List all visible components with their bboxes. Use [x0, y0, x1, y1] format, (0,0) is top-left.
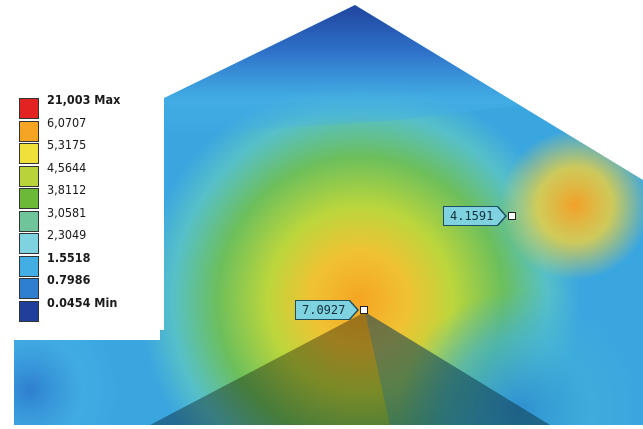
legend-swatch — [19, 278, 39, 299]
legend-swatch — [19, 255, 39, 277]
legend-swatch — [19, 120, 39, 142]
legend-swatch — [19, 210, 39, 232]
legend-label: 6,0707 — [47, 114, 87, 130]
legend-swatch — [19, 300, 39, 322]
legend-swatch — [19, 143, 39, 164]
legend-label: 4,5644 — [47, 159, 87, 175]
legend-label: 2,3049 — [47, 227, 87, 242]
probe-pin-icon — [360, 306, 369, 314]
probe-tag[interactable]: 4.1591 — [443, 206, 517, 226]
legend-label: 3,8112 — [47, 182, 87, 197]
legend-swatch — [19, 188, 39, 209]
probe-value: 4.1591 — [443, 206, 499, 226]
probe-pointer-icon — [349, 300, 360, 320]
probe-pin-icon — [508, 212, 517, 220]
legend-label: 21,003 Max — [47, 92, 121, 107]
probe-value: 7.0927 — [295, 300, 351, 320]
probe-tag[interactable]: 7.0927 — [295, 300, 369, 320]
legend-label: 1.5518 — [47, 249, 91, 265]
color-legend: 21,003 Max 6,0707 5,3175 4,5644 3,8112 3,0581… — [14, 90, 164, 330]
legend-swatch — [19, 98, 39, 119]
legend-label: 5,3175 — [47, 137, 87, 152]
legend-swatch — [19, 165, 39, 187]
legend-swatch — [19, 233, 39, 254]
legend-label: 0.7986 — [47, 272, 91, 287]
legend-label: 0.0454 Min — [47, 294, 118, 310]
legend-label: 3,0581 — [47, 204, 87, 220]
probe-pointer-icon — [497, 206, 508, 226]
